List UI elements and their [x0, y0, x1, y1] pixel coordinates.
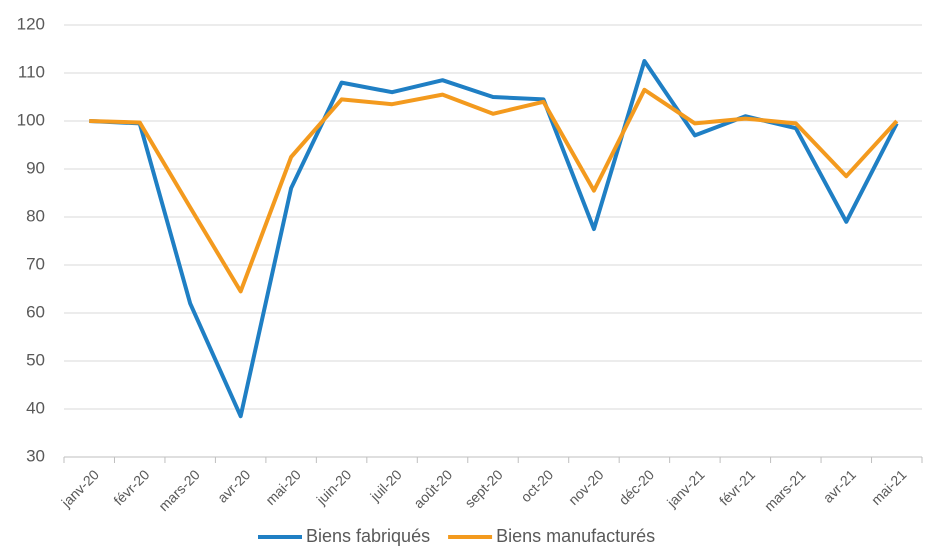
x-tick-label: avr-20	[214, 466, 254, 506]
x-tick-label: août-20	[410, 466, 455, 511]
y-tick-label: 60	[26, 302, 45, 321]
x-tick-label: avr-21	[820, 466, 860, 506]
x-tick-label: mars-21	[761, 466, 809, 514]
x-tick-label: févr-21	[716, 466, 758, 508]
x-tick-label: mai-21	[868, 466, 910, 508]
y-tick-label: 50	[26, 350, 45, 369]
x-tick-label: déc-20	[616, 466, 658, 508]
x-tick-label: janv-21	[663, 466, 708, 511]
x-tick-label: oct-20	[517, 466, 556, 505]
y-tick-label: 110	[18, 62, 45, 81]
x-tick-label: janv-20	[57, 466, 102, 511]
x-tick-label: mai-20	[262, 466, 304, 508]
x-tick-label: nov-20	[565, 466, 607, 508]
legend-label: Biens fabriqués	[306, 526, 430, 546]
legend-label: Biens manufacturés	[496, 526, 655, 546]
y-tick-label: 30	[26, 446, 45, 465]
y-tick-label: 40	[26, 398, 45, 417]
x-tick-label: juil-20	[366, 466, 405, 505]
y-tick-label: 80	[26, 206, 45, 225]
y-tick-label: 100	[17, 110, 45, 129]
x-tick-label: mars-20	[155, 466, 203, 514]
y-tick-label: 70	[26, 254, 45, 273]
x-tick-label: sept-20	[461, 466, 505, 510]
x-tick-label: juin-20	[313, 466, 355, 508]
series-line	[89, 87, 899, 294]
y-tick-label: 120	[17, 14, 45, 33]
x-tick-label: févr-20	[110, 466, 152, 508]
y-tick-label: 90	[26, 158, 45, 177]
